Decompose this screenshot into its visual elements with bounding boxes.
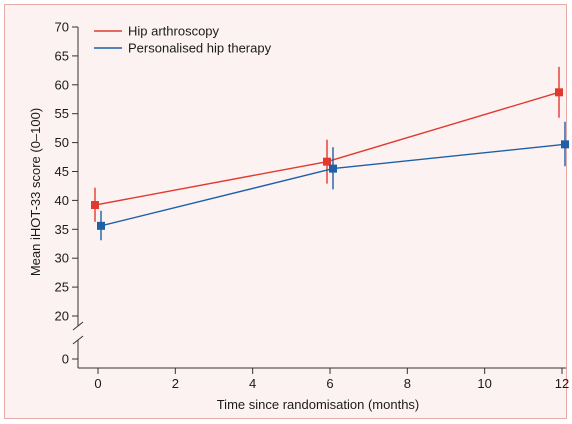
y-tick-label: 35: [55, 222, 69, 237]
y-tick-label: 60: [55, 77, 69, 92]
chart-panel: [4, 4, 567, 419]
y-tick-label: 40: [55, 193, 69, 208]
x-tick-label: 10: [477, 376, 491, 391]
x-axis-label: Time since randomisation (months): [217, 397, 420, 412]
data-point: [555, 88, 563, 97]
y-axis-label: Mean iHOT-33 score (0–100): [28, 108, 43, 276]
y-tick-label: 45: [55, 164, 69, 179]
y-tick-label: 30: [55, 251, 69, 266]
y-tick-label: 50: [55, 135, 69, 150]
legend-label: Hip arthroscopy: [128, 24, 220, 39]
y-tick-label: 55: [55, 106, 69, 121]
data-point: [97, 221, 105, 230]
x-tick-label: 12: [555, 376, 569, 391]
x-tick-label: 4: [249, 376, 256, 391]
data-point: [91, 201, 99, 210]
series-layer: [91, 66, 569, 241]
series-hip-arthroscopy: [91, 66, 563, 222]
x-tick-label: 6: [326, 376, 333, 391]
x-tick-label: 8: [404, 376, 411, 391]
y-tick-label: 25: [55, 280, 69, 295]
axis-break-mark: [72, 335, 84, 345]
legend-label: Personalised hip therapy: [128, 41, 272, 56]
legend: Hip arthroscopy Personalised hip therapy: [94, 24, 272, 56]
axes: 0 20 25 30 35 40 45 50 55 60 65 70 0 2 4 6 8 10 12: [55, 20, 570, 392]
axis-break-mark: [72, 321, 84, 331]
y-tick-label: 0: [62, 352, 69, 367]
data-point: [329, 164, 337, 173]
y-tick-label: 65: [55, 48, 69, 63]
series-personalised-hip-therapy: [97, 121, 569, 241]
x-tick-label: 0: [94, 376, 101, 391]
y-tick-label: 70: [55, 20, 69, 35]
data-point: [323, 157, 331, 166]
data-point: [561, 140, 569, 149]
y-tick-label: 20: [55, 309, 69, 324]
x-tick-label: 2: [172, 376, 179, 391]
